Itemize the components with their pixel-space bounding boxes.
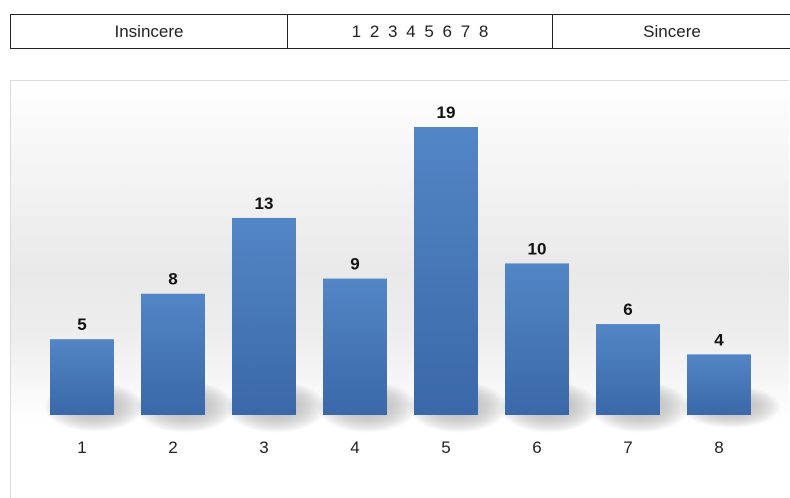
bar-5 <box>414 127 478 415</box>
data-label-5: 19 <box>437 103 456 122</box>
bar-6 <box>505 263 569 415</box>
bar-7 <box>596 324 660 415</box>
chart-panel: 5 8 13 9 19 10 6 4 1 2 3 4 5 6 7 8 <box>10 80 789 498</box>
x-tick-label-1: 1 <box>77 438 86 457</box>
data-label-8: 4 <box>714 330 724 349</box>
x-tick-label-8: 8 <box>714 438 723 457</box>
data-label-4: 9 <box>350 255 359 274</box>
x-tick-label-2: 2 <box>168 438 177 457</box>
x-tick-label-5: 5 <box>441 438 450 457</box>
scale-right-label: Sincere <box>553 15 790 49</box>
x-tick-label-7: 7 <box>623 438 632 457</box>
bar-chart: 5 8 13 9 19 10 6 4 1 2 3 4 5 6 7 8 <box>11 81 789 498</box>
scale-numbers: 1 2 3 4 5 6 7 8 <box>288 15 553 49</box>
data-label-6: 10 <box>528 239 547 258</box>
bar-3 <box>232 218 296 415</box>
bar-1 <box>50 339 114 415</box>
bar-2 <box>141 294 205 415</box>
bars <box>50 127 751 415</box>
x-tick-labels: 1 2 3 4 5 6 7 8 <box>77 438 723 457</box>
data-label-1: 5 <box>77 315 86 334</box>
bar-4 <box>323 279 387 415</box>
data-label-3: 13 <box>255 194 274 213</box>
data-label-2: 8 <box>168 270 177 289</box>
x-tick-label-6: 6 <box>532 438 541 457</box>
scale-left-label: Insincere <box>11 15 288 49</box>
x-tick-label-3: 3 <box>259 438 268 457</box>
x-tick-label-4: 4 <box>350 438 359 457</box>
sincerity-scale-table: Insincere 1 2 3 4 5 6 7 8 Sincere <box>10 14 790 49</box>
data-label-7: 6 <box>623 300 632 319</box>
bar-8 <box>687 354 751 415</box>
